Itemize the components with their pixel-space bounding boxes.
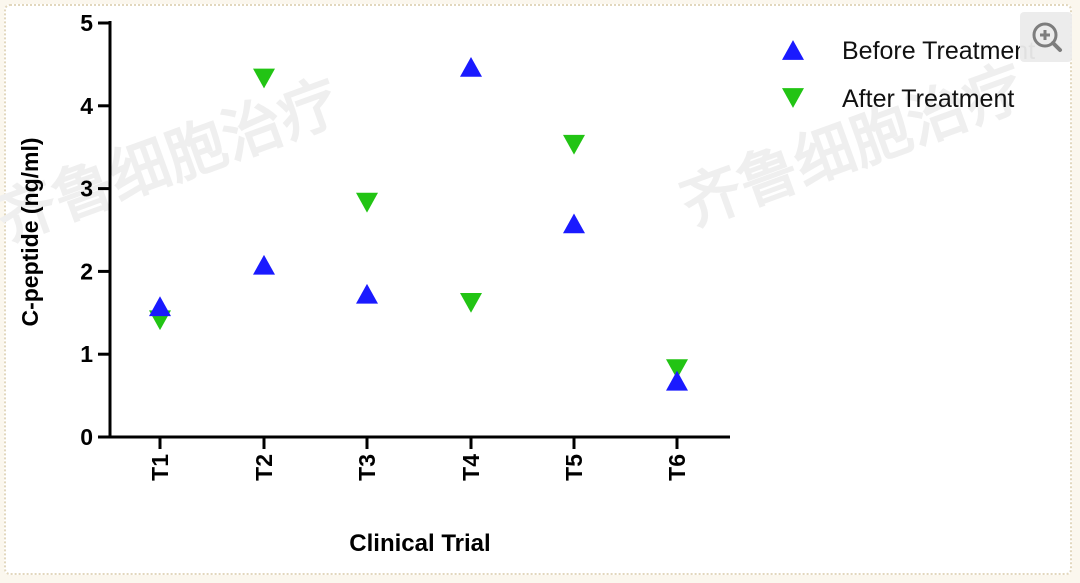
axes: 0 1 2 3 4 5 T1 T2 T3 T4 T5 T6 — [80, 10, 730, 481]
before-treatment-point — [253, 254, 275, 275]
legend-marker — [782, 88, 804, 108]
x-tick-label: T6 — [664, 454, 690, 481]
before-treatment-point — [563, 213, 585, 234]
x-tick-label: T5 — [561, 454, 587, 481]
x-tick-label: T2 — [251, 454, 277, 481]
watermark: 齐鲁细胞治疗 齐鲁细胞治疗 — [0, 52, 1034, 256]
before-treatment-point — [149, 296, 171, 317]
legend-marker — [782, 40, 804, 60]
x-axis-title: Clinical Trial — [349, 530, 490, 557]
after-treatment-point — [460, 292, 482, 313]
x-tick-label: T1 — [147, 454, 173, 481]
legend: Before Treatment After Treatment — [782, 37, 1035, 113]
zoom-in-icon — [1032, 22, 1062, 52]
y-tick-label: 3 — [80, 176, 93, 202]
watermark-text: 齐鲁细胞治疗 — [672, 52, 1034, 241]
legend-label: Before Treatment — [842, 37, 1035, 65]
after-treatment-point — [253, 68, 275, 89]
y-tick-label: 0 — [80, 424, 93, 450]
after-treatment-point — [666, 359, 688, 380]
y-tick-label: 2 — [80, 258, 93, 284]
before-treatment-point — [460, 56, 482, 77]
y-axis-title: C-peptide (ng/ml) — [17, 137, 43, 326]
before-treatment-point — [356, 283, 378, 304]
y-tick-label: 5 — [80, 10, 93, 36]
zoom-button[interactable] — [1020, 12, 1072, 62]
after-treatment-point — [563, 134, 585, 155]
data-marks — [149, 56, 688, 391]
y-tick-label: 1 — [80, 341, 93, 367]
watermark-text: 齐鲁细胞治疗 — [0, 67, 349, 256]
before-treatment-point — [666, 370, 688, 391]
x-tick-label: T4 — [458, 454, 484, 481]
chart-frame — [4, 4, 1072, 575]
legend-label: After Treatment — [842, 85, 1014, 113]
after-treatment-point — [356, 192, 378, 213]
y-tick-label: 4 — [80, 93, 93, 119]
x-tick-label: T3 — [354, 454, 380, 481]
